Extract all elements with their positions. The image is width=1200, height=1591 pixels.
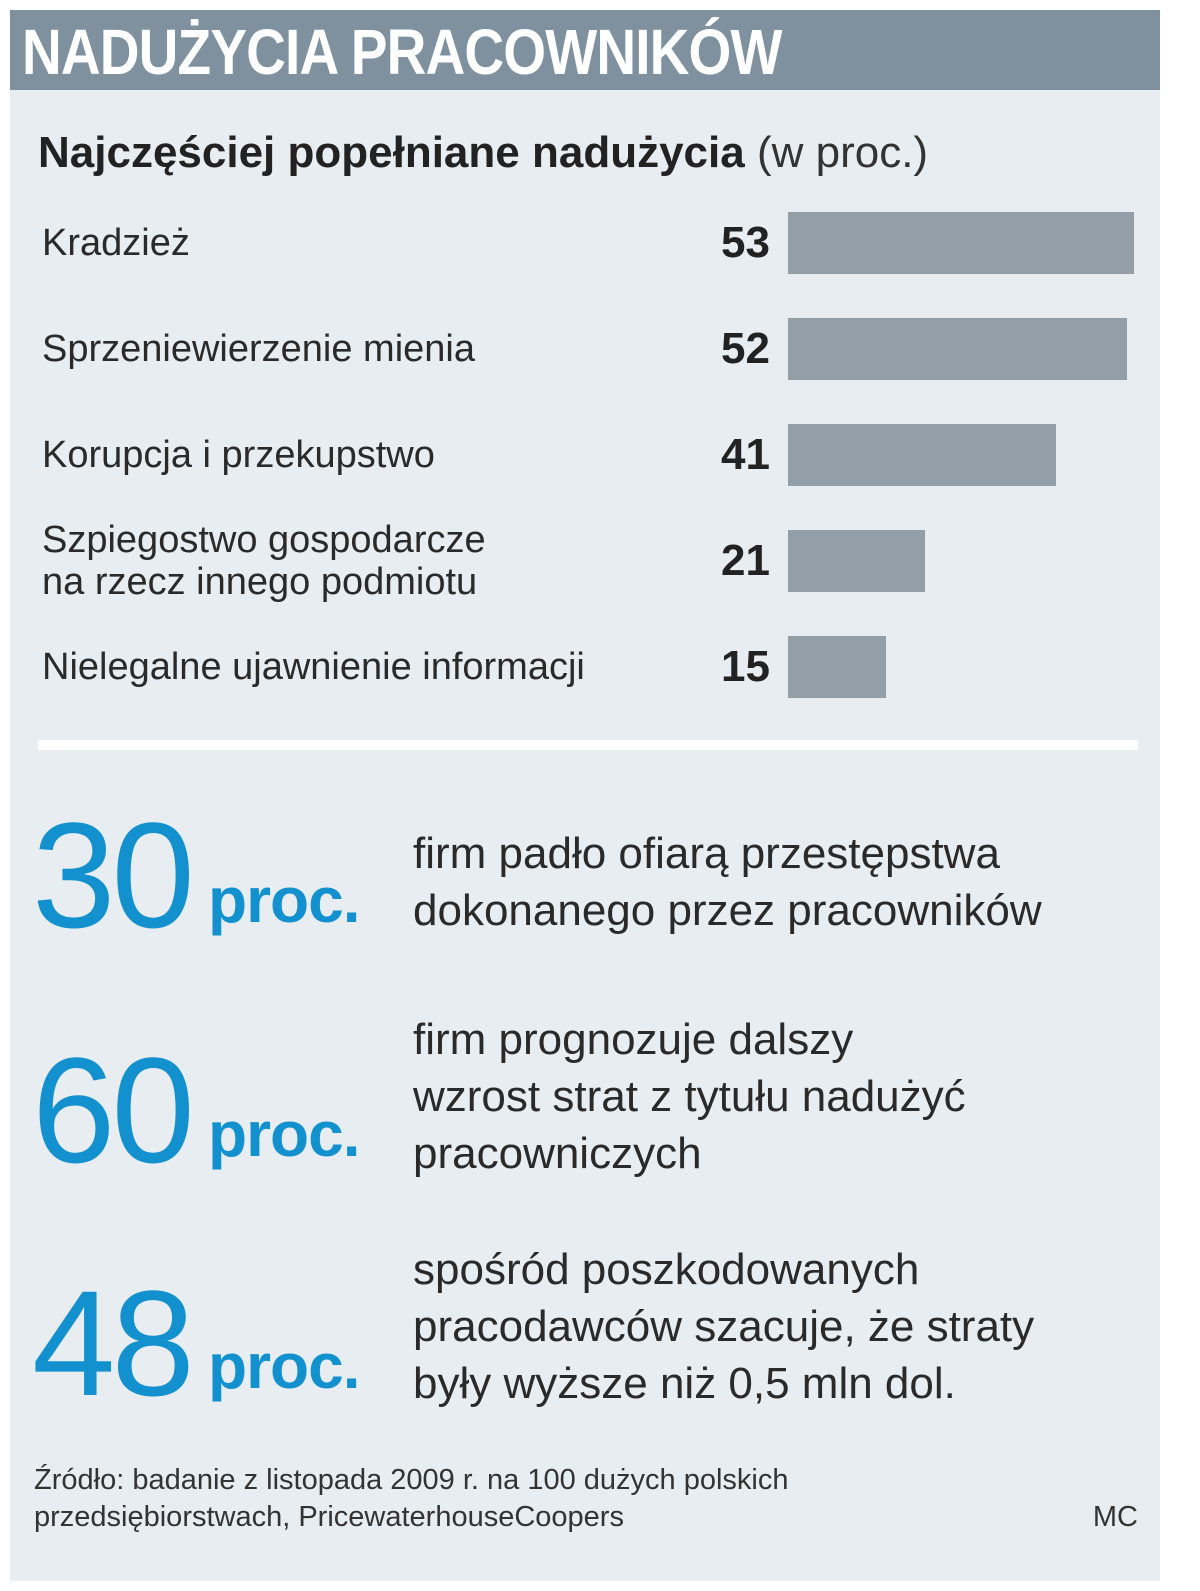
source-line: Źródło: badanie z listopada 2009 r. na 1… — [34, 1464, 789, 1496]
bar — [788, 212, 1134, 274]
stat-description: spośród poszkodowanych pracodawców szacuj… — [413, 1241, 1153, 1412]
stat-description-line: spośród poszkodowanych — [413, 1245, 920, 1294]
header-bar: NADUŻYCIA PRACOWNIKÓW — [10, 10, 1160, 90]
bar — [788, 424, 1056, 486]
chart-unit-label: (w proc.) — [756, 128, 929, 177]
stat-unit: proc. — [208, 1330, 360, 1402]
stat-number: 30 — [32, 791, 195, 959]
stat-description-line: wzrost strat z tytułu nadużyć — [413, 1072, 966, 1121]
stat-description-line: firm padło ofiarą przestępstwa — [413, 829, 1000, 878]
stat-description-line: pracowniczych — [413, 1129, 702, 1178]
stat-description: firm padło ofiarą przestępstwa dokonanego… — [413, 825, 1153, 939]
bar-value-label: 15 — [721, 642, 770, 691]
stat-unit: proc. — [208, 1098, 360, 1170]
bar — [788, 636, 886, 698]
stat-description-line: dokonanego przez pracowników — [413, 886, 1042, 935]
chart-title-text: Najczęściej popełniane nadużycia — [38, 128, 745, 177]
infographic-card: NADUŻYCIA PRACOWNIKÓW Najczęściej popełn… — [10, 10, 1160, 1581]
category-label: na rzecz innego podmiotu — [42, 561, 478, 603]
bar — [788, 530, 925, 592]
category-label: Nielegalne ujawnienie informacji — [42, 646, 585, 688]
stat-description-line: pracodawców szacuje, że straty — [413, 1302, 1035, 1351]
stat-description-line: firm prognozuje dalszy — [413, 1015, 854, 1064]
section-divider — [38, 740, 1138, 750]
stat-description: firm prognozuje dalszy wzrost strat z tyt… — [413, 1011, 1153, 1182]
chart-title: Najczęściej popełniane nadużycia (w proc… — [38, 125, 928, 181]
source-line: przedsiębiorstwach, PricewaterhouseCoope… — [34, 1501, 624, 1533]
category-label: Korupcja i przekupstwo — [42, 434, 435, 476]
bar-value-label: 21 — [721, 536, 770, 585]
category-label: Szpiegostwo gospodarcze — [42, 519, 486, 561]
author-initials: MC — [1092, 1501, 1138, 1533]
stat-number: 60 — [32, 1026, 195, 1194]
category-label: Kradzież — [42, 222, 190, 264]
stat-unit: proc. — [208, 864, 360, 936]
bar — [788, 318, 1127, 380]
infographic-title: NADUŻYCIA PRACOWNIKÓW — [22, 16, 782, 88]
bar-value-label: 53 — [721, 218, 770, 267]
source-note: Źródło: badanie z listopada 2009 r. na 1… — [34, 1462, 789, 1536]
stat-description-line: były wyższe niż 0,5 mln dol. — [413, 1359, 956, 1408]
category-label: Sprzeniewierzenie mienia — [42, 328, 475, 370]
bar-value-label: 52 — [721, 324, 770, 373]
bar-value-label: 41 — [721, 430, 770, 479]
stat-number: 48 — [32, 1259, 195, 1427]
